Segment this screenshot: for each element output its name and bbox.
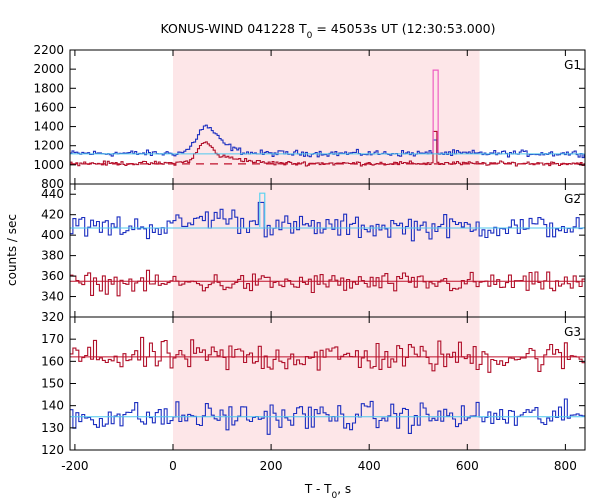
panel-label: G2 (564, 192, 581, 206)
series-blue (70, 398, 585, 435)
panel-label: G1 (564, 58, 581, 72)
y-tick-label: 380 (41, 249, 64, 263)
y-tick-label: 1800 (33, 81, 64, 95)
y-tick-label: 2200 (33, 43, 64, 57)
y-tick-label: 120 (41, 443, 64, 457)
y-tick-label: 150 (41, 377, 64, 391)
y-tick-label: 440 (41, 187, 64, 201)
x-tick-label: 0 (169, 459, 177, 473)
panel-g2: 320 340 360 380 400 420 440 G2 (41, 183, 586, 324)
spike-mark (432, 69, 439, 154)
y-tick-label: 420 (41, 208, 64, 222)
x-tick-label: -200 (61, 459, 88, 473)
y-tick-label: 320 (41, 310, 64, 324)
y-tick-label: 170 (41, 332, 64, 346)
shaded-interval (173, 50, 480, 450)
x-tick-label: 600 (456, 459, 479, 473)
panel-g3: 120 130 140 150 160 170 G3 (41, 316, 586, 457)
x-axis-label: T - T0, s (304, 482, 351, 500)
y-tick-label: 1000 (33, 158, 64, 172)
chart-title: KONUS-WIND 041228 T0 = 45053s UT (12:30:… (160, 21, 495, 41)
y-tick-label: 160 (41, 354, 64, 368)
x-tick-label: 400 (358, 459, 381, 473)
y-tick-label: 360 (41, 269, 64, 283)
series-blue (70, 201, 585, 242)
y-tick-label: 1400 (33, 120, 64, 134)
y-tick-label: 1200 (33, 139, 64, 153)
panel-g1: 800 1000 1200 1400 1600 1800 2000 2200 G1 (33, 43, 586, 191)
panel-label: G3 (564, 325, 581, 339)
y-tick-label: 1600 (33, 100, 64, 114)
y-tick-label: 2000 (33, 62, 64, 76)
series-red (70, 269, 585, 297)
y-tick-label: 130 (41, 421, 64, 435)
y-tick-label: 340 (41, 290, 64, 304)
plot-area: 8001000120014001600180020002200G13203403… (33, 43, 586, 473)
y-tick-label: 140 (41, 399, 64, 413)
x-tick-label: 800 (554, 459, 577, 473)
y-axis-label: counts / sec (5, 214, 19, 286)
y-tick-label: 800 (41, 177, 64, 191)
series-red (70, 336, 585, 373)
x-tick-label: 200 (260, 459, 283, 473)
y-tick-label: 400 (41, 228, 64, 242)
spike-mark (259, 192, 266, 227)
